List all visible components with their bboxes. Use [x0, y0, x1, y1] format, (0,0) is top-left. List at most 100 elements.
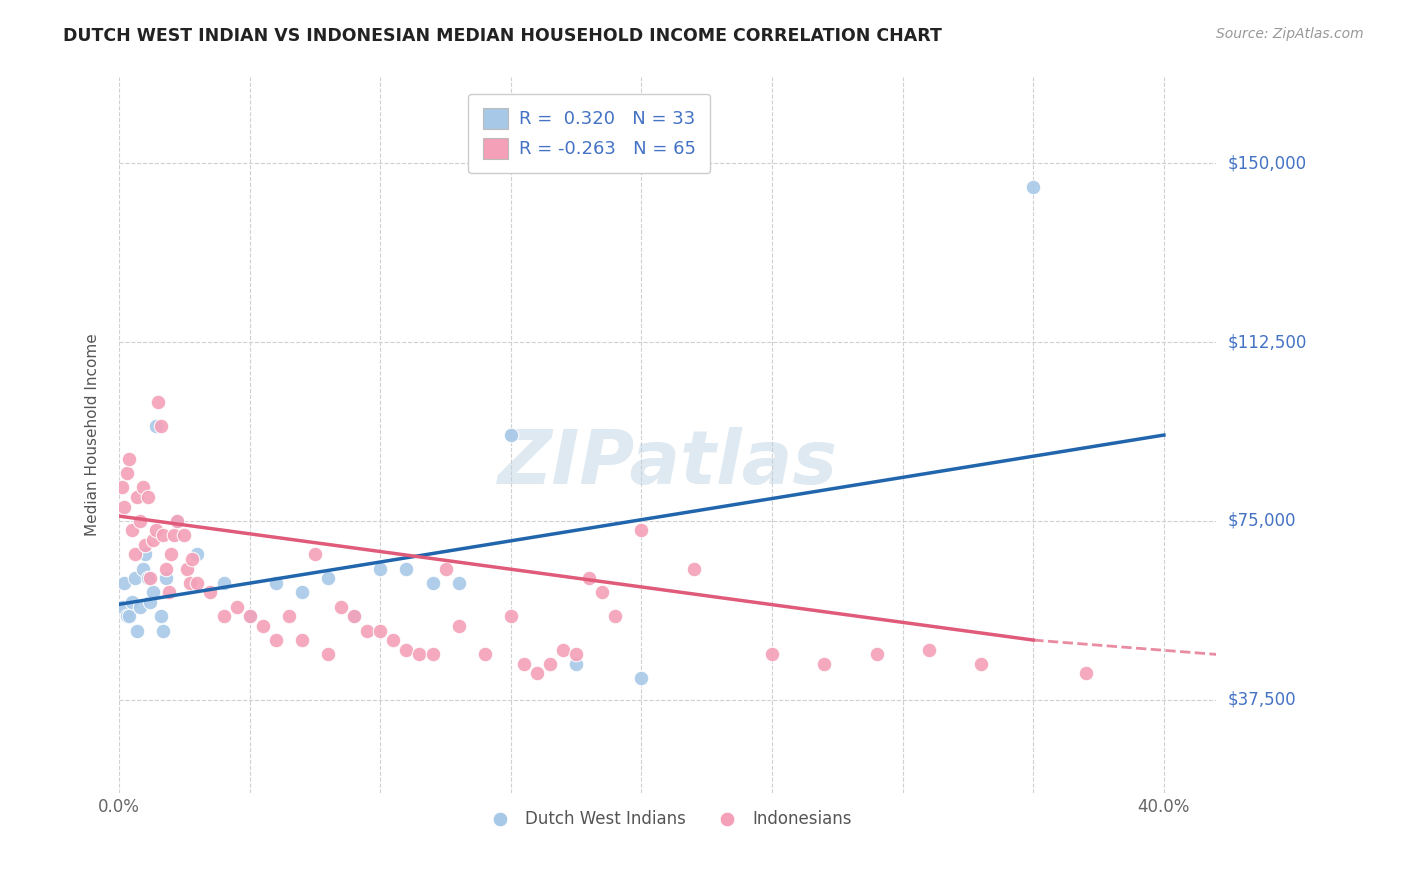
Point [447, 619, 470, 633]
Point [186, 547, 208, 561]
Point [121, 524, 143, 538]
Point [422, 648, 444, 662]
Point [112, 500, 135, 514]
Point [565, 657, 588, 671]
Point [152, 528, 174, 542]
Point [129, 514, 152, 528]
Point [565, 648, 588, 662]
Point [121, 595, 143, 609]
Point [264, 575, 287, 590]
Point [343, 609, 366, 624]
Point [142, 533, 165, 547]
Point [434, 561, 457, 575]
Point [127, 624, 149, 638]
Point [181, 552, 204, 566]
Y-axis label: Median Household Income: Median Household Income [86, 334, 100, 536]
Point [127, 490, 149, 504]
Point [131, 561, 153, 575]
Point [124, 547, 146, 561]
Point [239, 609, 262, 624]
Point [447, 575, 470, 590]
Point [163, 528, 186, 542]
Point [304, 547, 326, 561]
Point [499, 609, 522, 624]
Point [1022, 180, 1045, 194]
Point [239, 609, 262, 624]
Point [176, 561, 198, 575]
Point [225, 599, 247, 614]
Point [200, 585, 222, 599]
Text: DUTCH WEST INDIAN VS INDONESIAN MEDIAN HOUSEHOLD INCOME CORRELATION CHART: DUTCH WEST INDIAN VS INDONESIAN MEDIAN H… [63, 27, 942, 45]
Point [142, 585, 165, 599]
Point [152, 624, 174, 638]
Point [395, 642, 418, 657]
Text: $150,000: $150,000 [1227, 154, 1306, 172]
Point [160, 547, 183, 561]
Point [408, 648, 430, 662]
Point [316, 571, 339, 585]
Legend: Dutch West Indians, Indonesians: Dutch West Indians, Indonesians [477, 803, 859, 834]
Point [499, 428, 522, 442]
Point [578, 571, 600, 585]
Text: $112,500: $112,500 [1227, 333, 1306, 351]
Point [212, 575, 235, 590]
Point [179, 575, 201, 590]
Point [111, 599, 134, 614]
Point [538, 657, 561, 671]
Point [1074, 666, 1097, 681]
Point [111, 481, 134, 495]
Point [115, 609, 138, 624]
Point [145, 418, 167, 433]
Point [134, 547, 156, 561]
Point [813, 657, 835, 671]
Point [129, 599, 152, 614]
Point [865, 648, 887, 662]
Point [112, 575, 135, 590]
Point [970, 657, 993, 671]
Point [553, 642, 575, 657]
Point [155, 571, 177, 585]
Point [630, 671, 652, 685]
Point [252, 619, 274, 633]
Point [118, 609, 141, 624]
Point [149, 418, 172, 433]
Point [148, 394, 170, 409]
Point [368, 561, 391, 575]
Point [330, 599, 353, 614]
Point [918, 642, 941, 657]
Point [136, 490, 159, 504]
Text: ZIPatlas: ZIPatlas [498, 427, 838, 500]
Point [264, 633, 287, 648]
Point [277, 609, 299, 624]
Point [422, 575, 444, 590]
Point [155, 561, 177, 575]
Point [157, 585, 180, 599]
Text: Source: ZipAtlas.com: Source: ZipAtlas.com [1216, 27, 1364, 41]
Point [356, 624, 378, 638]
Point [382, 633, 405, 648]
Point [145, 524, 167, 538]
Point [761, 648, 783, 662]
Point [115, 466, 138, 480]
Point [605, 609, 627, 624]
Point [368, 624, 391, 638]
Point [591, 585, 613, 599]
Point [186, 575, 208, 590]
Point [474, 648, 496, 662]
Point [134, 538, 156, 552]
Point [526, 666, 548, 681]
Point [118, 451, 141, 466]
Point [291, 633, 314, 648]
Point [682, 561, 704, 575]
Point [139, 571, 162, 585]
Point [149, 609, 172, 624]
Point [166, 514, 188, 528]
Text: $37,500: $37,500 [1227, 690, 1296, 708]
Text: $75,000: $75,000 [1227, 512, 1296, 530]
Point [136, 571, 159, 585]
Point [124, 571, 146, 585]
Point [139, 595, 162, 609]
Point [395, 561, 418, 575]
Point [343, 609, 366, 624]
Point [166, 514, 188, 528]
